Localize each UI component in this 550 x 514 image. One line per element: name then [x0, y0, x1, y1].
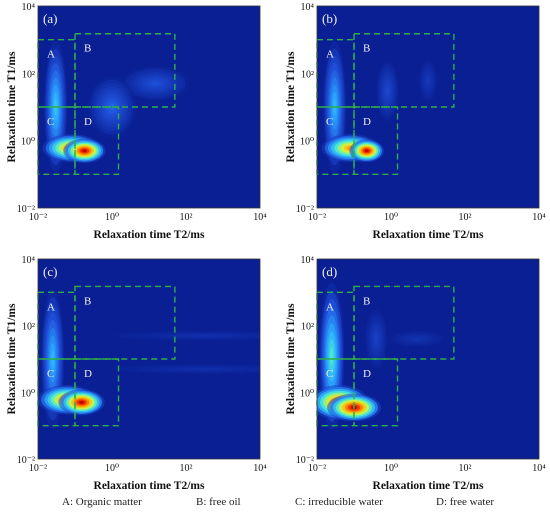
region-label-b: B: [363, 43, 370, 55]
x-axis-label: Relaxation time T2/ms: [94, 229, 205, 241]
region-label-d: D: [84, 368, 92, 380]
heatmap-peak-1: [192, 334, 216, 337]
region-box-d: [353, 358, 399, 427]
y-tick-label: 10⁰: [300, 388, 314, 399]
y-tick-label: 10⁻²: [17, 204, 35, 215]
region-box-b: [74, 285, 176, 360]
panel-b: A B C D (b) 10⁻² 10⁰ 10² 10⁴ 10⁻² 10⁰ 10² 10⁴ Relaxat…: [285, 2, 546, 241]
x-tick-label: 10⁴: [532, 212, 546, 223]
heatmap-peak-2: [192, 368, 216, 370]
y-tick-label: 10²: [301, 69, 314, 80]
y-axis-label: Relaxation time T1/ms: [6, 51, 18, 162]
panel-d: A B C D (d) 10⁻² 10⁰ 10² 10⁴ 10⁻² 10⁰ 10² 10⁴ Relaxat…: [285, 255, 546, 492]
y-tick-label: 10²: [22, 322, 35, 333]
region-box-b: [74, 33, 176, 108]
heatmap-field: [38, 289, 260, 429]
plot-frame: [37, 5, 261, 209]
y-tick-label: 10⁰: [300, 137, 314, 148]
region-label-d: D: [363, 116, 371, 128]
y-tick-label: 10⁴: [301, 2, 315, 13]
region-label-a: A: [47, 49, 55, 61]
x-tick-label: 10⁻²: [308, 463, 326, 474]
heatmap-peak-2: [374, 335, 378, 343]
x-tick-label: 10⁰: [384, 212, 398, 223]
y-tick-label: 10⁰: [21, 388, 35, 399]
x-tick-label: 10⁻²: [29, 212, 47, 223]
panel-label: (b): [322, 11, 337, 26]
y-axis-label: Relaxation time T1/ms: [285, 51, 297, 162]
panel-a: A B C D (a) 10⁻² 10⁰ 10² 10⁴ 10⁻² 10⁰ 10² 10⁴ Relaxat…: [6, 2, 267, 241]
caption-organic-matter: A: Organic matter: [62, 496, 142, 508]
x-tick-label: 10⁴: [532, 463, 546, 474]
heatmap-field: [317, 282, 446, 431]
x-tick-label: 10²: [459, 212, 472, 223]
caption-free-water: D: free water: [436, 496, 495, 508]
y-tick-label: 10⁴: [22, 255, 36, 266]
x-axis-label: Relaxation time T2/ms: [94, 480, 205, 492]
heatmap-peak-1: [151, 81, 160, 86]
region-label-a: A: [47, 301, 55, 313]
y-tick-label: 10²: [22, 69, 35, 80]
plot-frame: [37, 258, 261, 460]
caption-free-oil: B: free oil: [196, 496, 241, 508]
region-box-d: [353, 106, 399, 176]
region-label-d: D: [363, 368, 371, 380]
region-label-b: B: [84, 43, 91, 55]
x-tick-label: 10⁴: [253, 212, 267, 223]
region-box-d: [74, 106, 120, 176]
heatmap-peak-1: [413, 337, 421, 340]
plot-frame: [316, 258, 540, 460]
panel-label: (d): [322, 264, 337, 279]
heatmap-peak-5: [364, 149, 369, 153]
panel-c: A B C D (c) 10⁻² 10⁰ 10² 10⁴ 10⁻² 10⁰ 10² 10⁴ Relaxat…: [6, 255, 267, 492]
y-axis-label: Relaxation time T1/ms: [6, 303, 18, 414]
y-tick-label: 10⁴: [301, 255, 315, 266]
region-label-c: C: [326, 116, 333, 128]
region-label-b: B: [363, 295, 370, 307]
panel-label: (a): [43, 11, 57, 26]
heatmap-peak-1: [426, 78, 430, 84]
y-tick-label: 10²: [301, 322, 314, 333]
y-axis-label: Relaxation time T1/ms: [285, 303, 297, 414]
x-tick-label: 10²: [180, 463, 193, 474]
caption-irreducible-water: C: irreducible water: [295, 496, 383, 508]
x-axis-label: Relaxation time T2/ms: [373, 480, 484, 492]
region-label-b: B: [84, 295, 91, 307]
x-tick-label: 10⁰: [105, 463, 119, 474]
region-label-a: A: [326, 49, 334, 61]
region-label-c: C: [47, 116, 54, 128]
heatmap-peak-5: [78, 400, 85, 404]
x-tick-label: 10²: [180, 212, 193, 223]
heatmap-peak-5: [81, 149, 87, 153]
x-tick-label: 10⁰: [105, 212, 119, 223]
panel-label: (c): [43, 264, 57, 279]
x-tick-label: 10⁴: [253, 463, 267, 474]
x-tick-label: 10⁰: [384, 463, 398, 474]
region-box-b: [353, 33, 455, 108]
region-label-a: A: [326, 301, 334, 313]
y-tick-label: 10⁻²: [296, 455, 314, 466]
x-tick-label: 10⁻²: [29, 463, 47, 474]
heatmap-field: [42, 41, 190, 173]
region-box-b: [353, 285, 455, 360]
heatmap-peak-3: [330, 347, 334, 366]
region-label-d: D: [84, 116, 92, 128]
plot-frame: [316, 5, 540, 209]
heatmap-peak-2: [386, 87, 389, 95]
x-tick-label: 10⁻²: [308, 212, 326, 223]
region-label-c: C: [47, 368, 54, 380]
y-tick-label: 10⁻²: [17, 455, 35, 466]
y-tick-label: 10⁰: [21, 137, 35, 148]
x-axis-label: Relaxation time T2/ms: [373, 229, 484, 241]
y-tick-label: 10⁻²: [296, 204, 314, 215]
region-label-c: C: [326, 368, 333, 380]
region-box-d: [74, 358, 120, 427]
y-tick-label: 10⁴: [22, 2, 36, 13]
x-tick-label: 10²: [459, 463, 472, 474]
